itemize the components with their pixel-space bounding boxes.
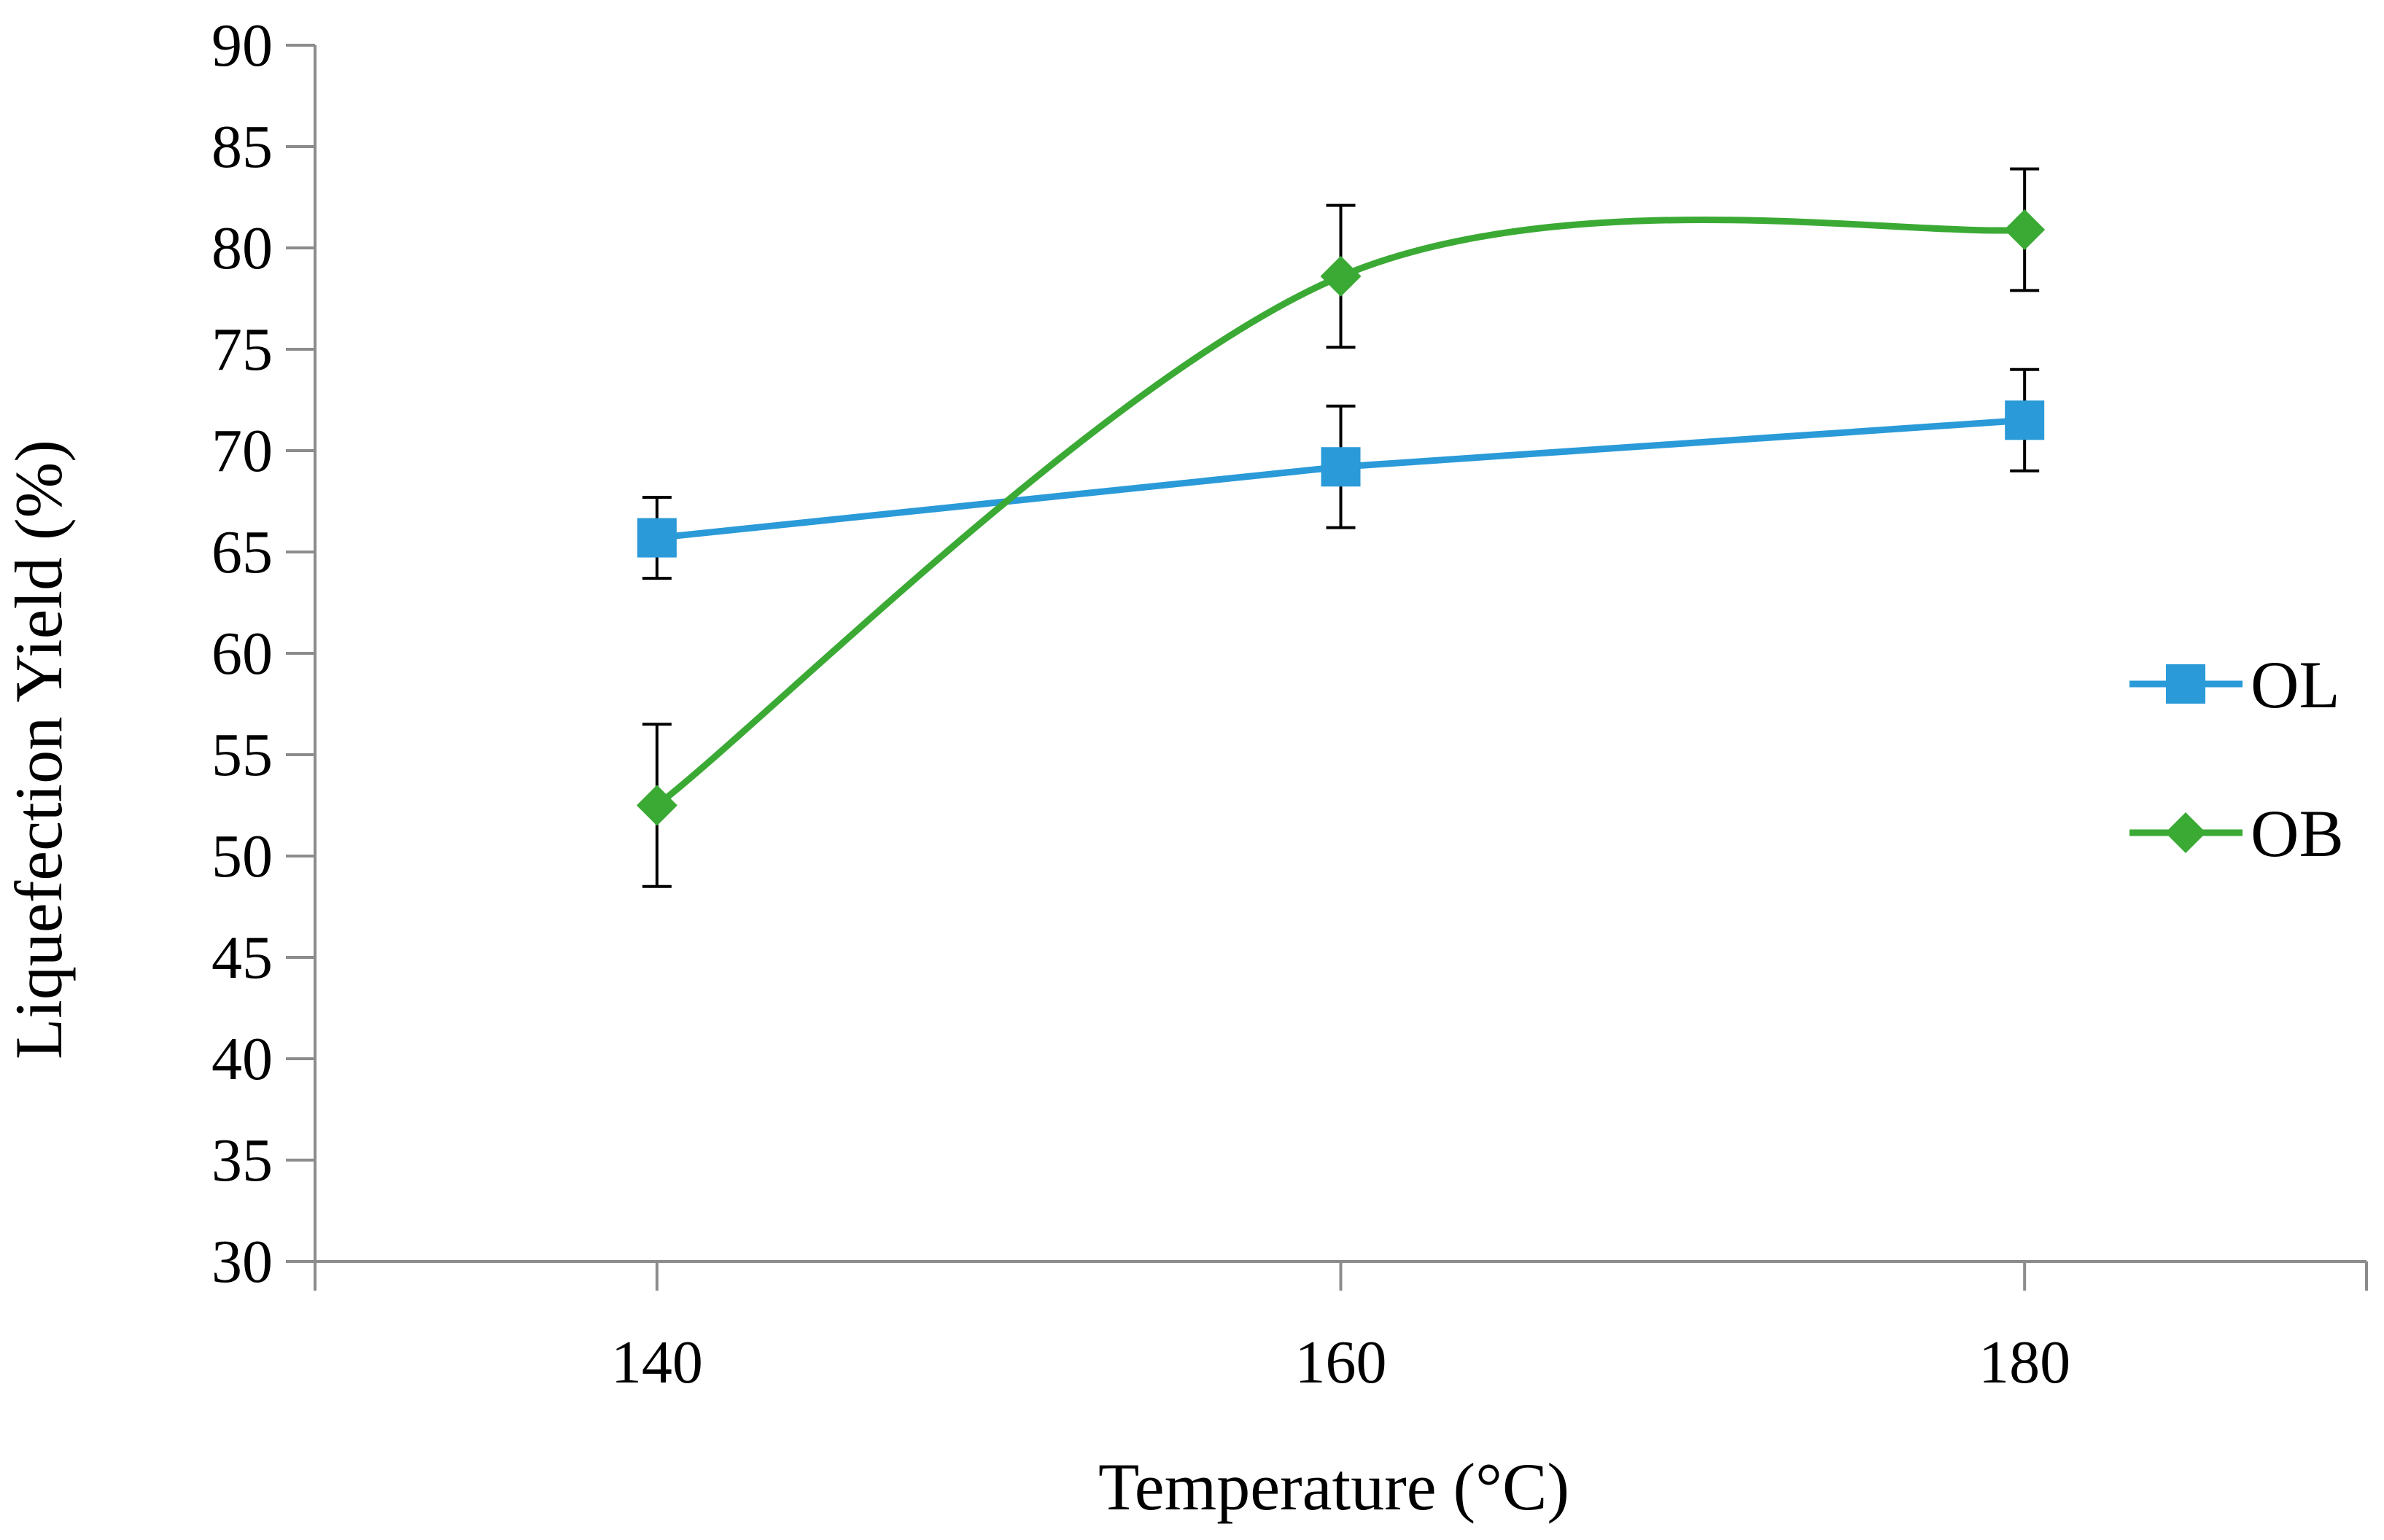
legend-label: OB [2251,796,2344,871]
y-tick-label: 70 [211,417,273,485]
y-tick-label: 65 [211,518,273,586]
legend-item-ol: OL [2129,648,2340,722]
series-ob [636,167,2046,888]
legend-label: OL [2251,648,2340,722]
y-tick-label: 40 [211,1025,273,1093]
series-ol [637,368,2045,580]
y-tick-label: 90 [211,12,273,79]
x-tick-label: 160 [1295,1329,1387,1396]
x-tick-label: 140 [611,1329,703,1396]
y-tick-label: 80 [211,214,273,282]
x-axis-title: Temperature (°C) [1098,1450,1569,1524]
legend-item-ob: OB [2129,796,2344,871]
series-layer [636,167,2046,888]
y-tick-label: 75 [211,316,273,384]
data-point-ob [1320,255,1362,297]
y-axis-title: Liquefection Yield (%) [1,440,76,1059]
axes: 30 35 40 45 50 55 60 65 70 75 80 85 90 140 160 180 [211,12,2368,1396]
data-point-ob [2004,209,2046,250]
y-tick-label: 55 [211,721,273,789]
data-point-ol [1321,447,1361,487]
y-tick-label: 35 [211,1127,273,1194]
legend-swatch-marker [2166,664,2205,704]
y-tick-label: 30 [211,1228,273,1296]
data-point-ob [636,785,677,826]
data-point-ol [2005,400,2045,440]
data-point-ol [637,518,677,558]
legend-swatch-marker [2165,812,2206,853]
y-tick-label: 45 [211,924,273,992]
y-tick-label: 60 [211,620,273,688]
x-tick-label: 180 [1979,1329,2070,1396]
y-tick-label: 50 [211,822,273,890]
legend: OL OB [2129,648,2344,871]
y-tick-label: 85 [211,113,273,181]
